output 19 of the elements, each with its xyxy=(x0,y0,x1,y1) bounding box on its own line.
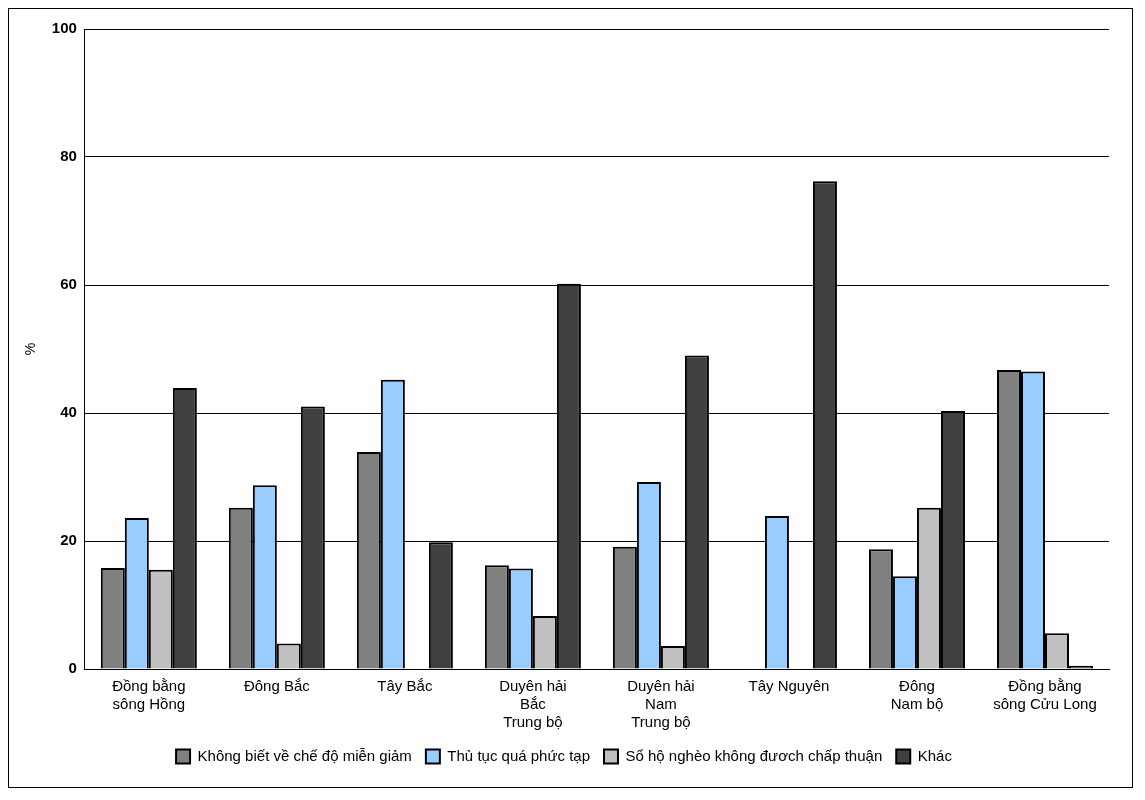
y-tick-label: 60 xyxy=(60,275,77,293)
y-axis-title: % xyxy=(22,342,39,356)
x-tick-label: Tây Nguyên xyxy=(748,677,830,695)
legend-label: Sổ hộ nghèo không đươch chấp thuận xyxy=(625,746,883,764)
legend-label: Khác xyxy=(917,746,953,764)
x-tick-label: Đồng bằng sông Hồng xyxy=(112,677,186,713)
x-tick-label: Đông Nam bộ xyxy=(890,677,944,713)
y-tick-label: 0 xyxy=(68,659,77,677)
y-tick-label: 100 xyxy=(51,19,77,37)
y-tick-label: 80 xyxy=(60,147,77,165)
x-tick-label: Đồng bằng sông Cửu Long xyxy=(993,677,1097,713)
x-tick-label: Duyên hải Nam Trung bộ xyxy=(627,677,695,731)
x-tick-label: Duyên hải Bắc Trung bộ xyxy=(499,677,567,731)
legend-label: Thủ tục quá phức tạp xyxy=(447,746,591,764)
x-tick-label: Đông Bắc xyxy=(243,677,311,695)
y-tick-label: 20 xyxy=(60,531,77,549)
y-tick-label: 40 xyxy=(60,403,77,421)
x-tick-label: Tây Bắc xyxy=(377,677,433,695)
legend-label: Không biết về chế độ miễn giảm xyxy=(197,746,412,764)
